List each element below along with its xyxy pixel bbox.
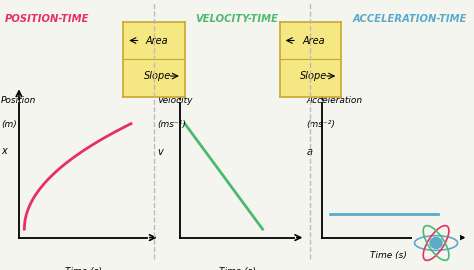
Text: Time (s): Time (s) (64, 267, 101, 270)
Text: x: x (1, 146, 7, 156)
Text: Slope: Slope (300, 71, 327, 81)
Text: Time (s): Time (s) (370, 251, 407, 260)
Text: Slope: Slope (144, 71, 171, 81)
Text: VELOCITY-TIME: VELOCITY-TIME (195, 14, 279, 23)
Text: Position: Position (1, 96, 36, 105)
Text: (m): (m) (1, 120, 17, 129)
Text: Area: Area (146, 35, 168, 46)
Text: (ms⁻¹): (ms⁻¹) (157, 120, 186, 129)
Text: POSITION-TIME: POSITION-TIME (5, 14, 90, 23)
Text: Velocity: Velocity (157, 96, 193, 105)
Text: ACCELERATION-TIME: ACCELERATION-TIME (353, 14, 467, 23)
Circle shape (430, 238, 442, 248)
Text: Area: Area (302, 35, 325, 46)
Text: v: v (157, 147, 163, 157)
Text: (ms⁻²): (ms⁻²) (306, 120, 335, 129)
Text: Acceleration: Acceleration (306, 96, 363, 105)
Text: a: a (306, 147, 312, 157)
Text: Time (s): Time (s) (219, 267, 255, 270)
